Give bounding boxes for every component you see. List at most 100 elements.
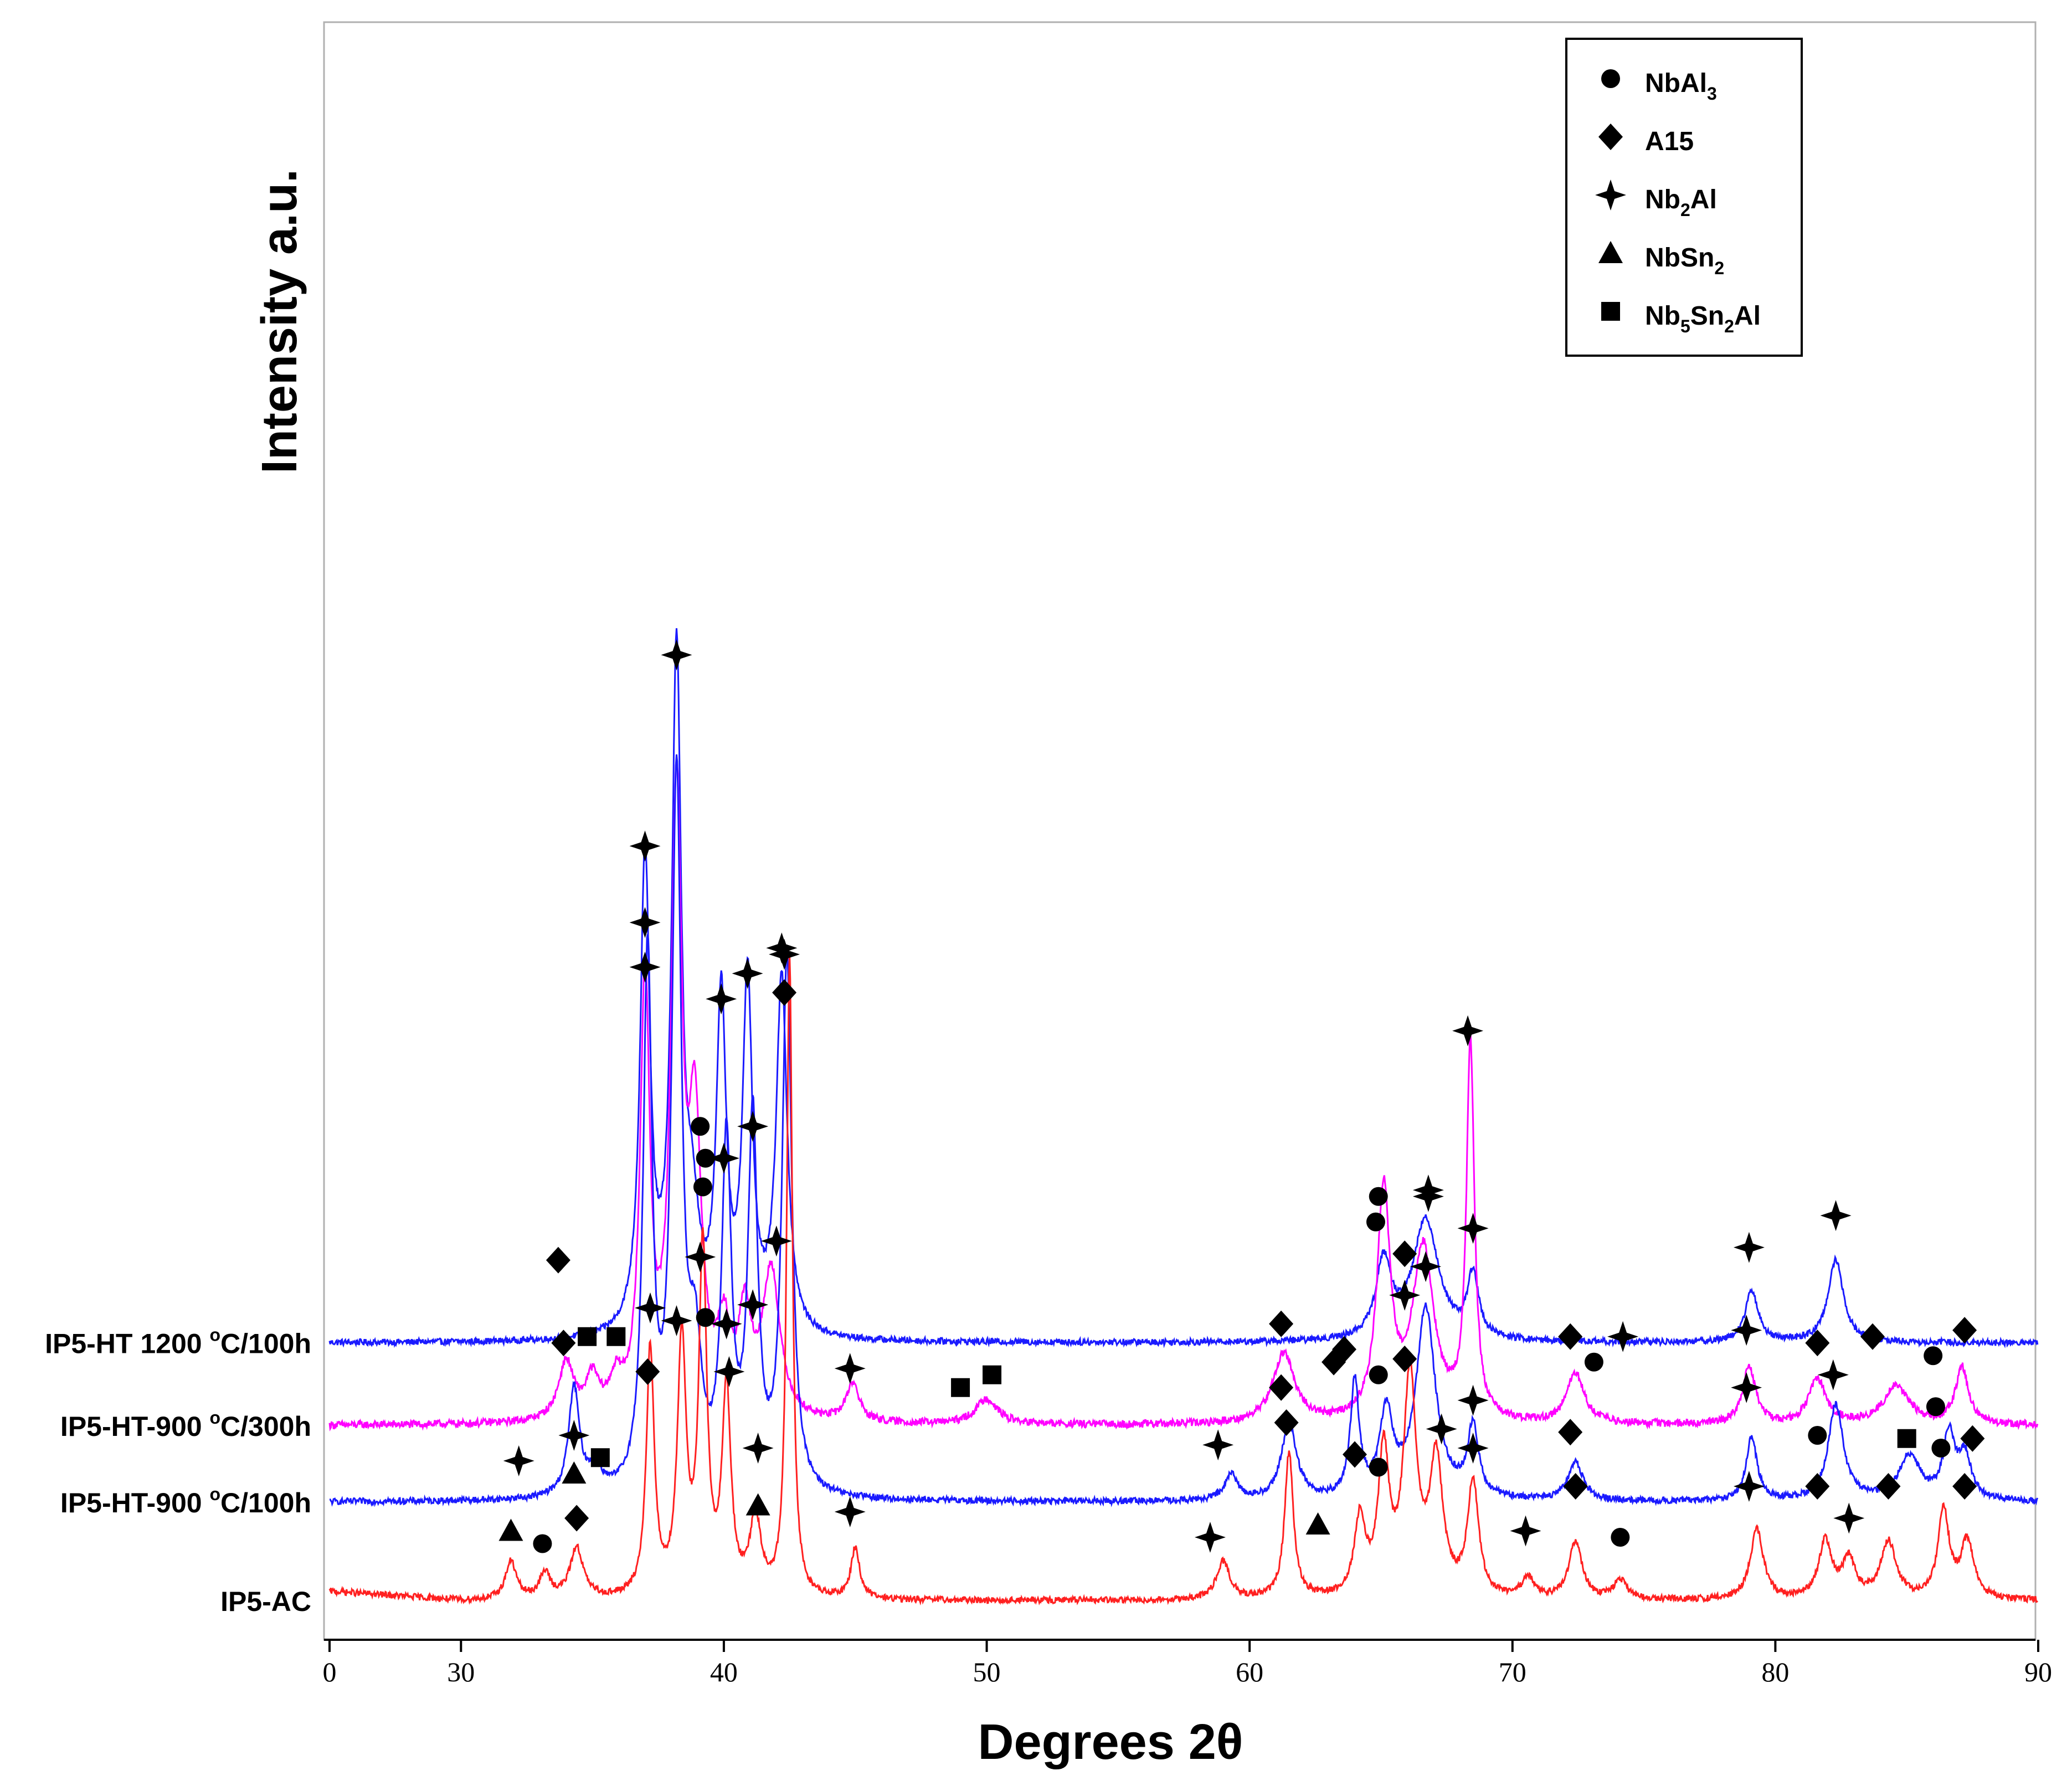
circle-marker — [533, 1534, 552, 1553]
legend-label-3: NbSn2 — [1645, 243, 1724, 278]
legend-diamond-icon — [1598, 124, 1623, 150]
x-tick-label: 50 — [973, 1656, 1001, 1687]
circle-marker — [1611, 1528, 1630, 1547]
diamond-marker — [1952, 1317, 1977, 1344]
legend-circle-icon — [1601, 69, 1620, 88]
circle-marker — [1584, 1352, 1603, 1372]
legend-triangle-icon — [1598, 241, 1623, 263]
circle-marker — [1366, 1212, 1385, 1231]
diamond-marker — [1960, 1425, 1985, 1452]
legend-label-4: Nb5Sn2Al — [1645, 301, 1761, 336]
square-marker — [1897, 1429, 1916, 1448]
star-marker — [1202, 1429, 1234, 1461]
legend-star-icon — [1595, 179, 1626, 211]
diamond-marker — [1343, 1441, 1367, 1468]
diamond-marker — [1392, 1240, 1417, 1267]
star-marker — [1733, 1231, 1765, 1263]
diamond-marker — [1558, 1323, 1583, 1350]
circle-marker — [691, 1117, 710, 1136]
triangle-marker — [1305, 1512, 1330, 1535]
star-marker — [1410, 1251, 1442, 1282]
star-marker — [1820, 1200, 1852, 1231]
triangle-marker — [745, 1493, 770, 1516]
square-marker — [578, 1327, 597, 1346]
star-marker — [503, 1445, 534, 1476]
star-marker — [1833, 1502, 1865, 1534]
square-marker — [606, 1327, 626, 1346]
legend-label-0: NbAl3 — [1645, 69, 1717, 104]
star-marker — [1389, 1280, 1421, 1311]
y-axis-title: Intensity a.u. — [252, 169, 307, 474]
diamond-marker — [1269, 1374, 1294, 1401]
star-marker — [629, 830, 661, 862]
circle-marker — [1808, 1426, 1827, 1445]
square-marker — [951, 1378, 970, 1397]
diamond-marker — [1952, 1473, 1977, 1500]
series-line-1 — [328, 759, 2039, 1431]
star-marker — [629, 907, 661, 938]
star-marker — [1733, 1471, 1765, 1502]
series-label-0: IP5-HT 1200 oC/100h — [45, 1325, 311, 1359]
diamond-marker — [1876, 1473, 1901, 1500]
triangle-marker — [498, 1518, 523, 1541]
star-marker — [1457, 1384, 1489, 1416]
square-marker — [983, 1365, 1002, 1384]
diamond-marker — [1805, 1473, 1830, 1500]
series-label-1: IP5-HT-900 oC/300h — [60, 1408, 311, 1442]
x-axis-title: Degrees 2θ — [978, 1715, 1243, 1770]
star-marker — [713, 1356, 745, 1387]
star-marker — [834, 1496, 866, 1527]
x-axis-ticks: 0 30 40 50 60 70 80 90 — [323, 1640, 2052, 1687]
star-marker — [769, 938, 800, 970]
square-marker — [590, 1448, 610, 1467]
series-layer — [328, 628, 2039, 1606]
star-marker — [706, 983, 737, 1015]
circle-marker — [1369, 1458, 1388, 1477]
star-marker — [760, 1225, 792, 1257]
circle-marker — [1369, 1187, 1388, 1206]
star-marker — [558, 1420, 590, 1451]
diamond-marker — [635, 1358, 660, 1385]
star-marker — [685, 1241, 716, 1272]
series-label-2: IP5-HT-900 oC/100h — [60, 1484, 311, 1518]
diamond-marker — [1563, 1473, 1588, 1500]
star-marker — [1457, 1213, 1489, 1244]
diamond-marker — [772, 979, 797, 1006]
diamond-marker — [1274, 1409, 1299, 1436]
series-labels: IP5-HT 1200 oC/100h IP5-HT-900 oC/300h IP5… — [45, 1325, 311, 1617]
circle-marker — [696, 1148, 715, 1168]
x-tick-label: 90 — [2024, 1656, 2052, 1687]
star-marker — [1607, 1321, 1639, 1352]
diamond-marker — [1860, 1323, 1885, 1350]
diamond-marker — [564, 1505, 589, 1532]
diamond-marker — [551, 1330, 576, 1357]
x-tick-label: 80 — [1761, 1656, 1789, 1687]
star-marker — [661, 639, 692, 671]
circle-marker — [1931, 1439, 1951, 1458]
triangle-marker — [562, 1461, 587, 1484]
series-label-3: IP5-AC — [220, 1586, 311, 1617]
legend-square-icon — [1601, 302, 1620, 321]
circle-marker — [1926, 1397, 1945, 1417]
diamond-marker — [1392, 1346, 1417, 1372]
star-marker — [732, 958, 763, 989]
circle-marker — [696, 1308, 715, 1327]
legend-label-1: A15 — [1645, 127, 1694, 156]
star-marker — [1457, 1433, 1489, 1464]
circle-marker — [1924, 1346, 1943, 1366]
star-marker — [1817, 1359, 1849, 1390]
diamond-marker — [1269, 1310, 1294, 1337]
diamond-marker — [1558, 1419, 1583, 1446]
circle-marker — [693, 1177, 712, 1197]
marker-layer — [498, 639, 1985, 1553]
series-line-2 — [329, 754, 2039, 1507]
star-marker — [737, 1289, 769, 1321]
legend-label-2: Nb2Al — [1645, 185, 1717, 220]
star-marker — [1510, 1515, 1541, 1547]
series-line-3 — [328, 954, 2038, 1606]
star-marker — [1452, 1015, 1484, 1046]
series-line-0 — [328, 628, 2039, 1348]
star-marker — [629, 951, 661, 983]
x-tick-label: 70 — [1499, 1656, 1526, 1687]
